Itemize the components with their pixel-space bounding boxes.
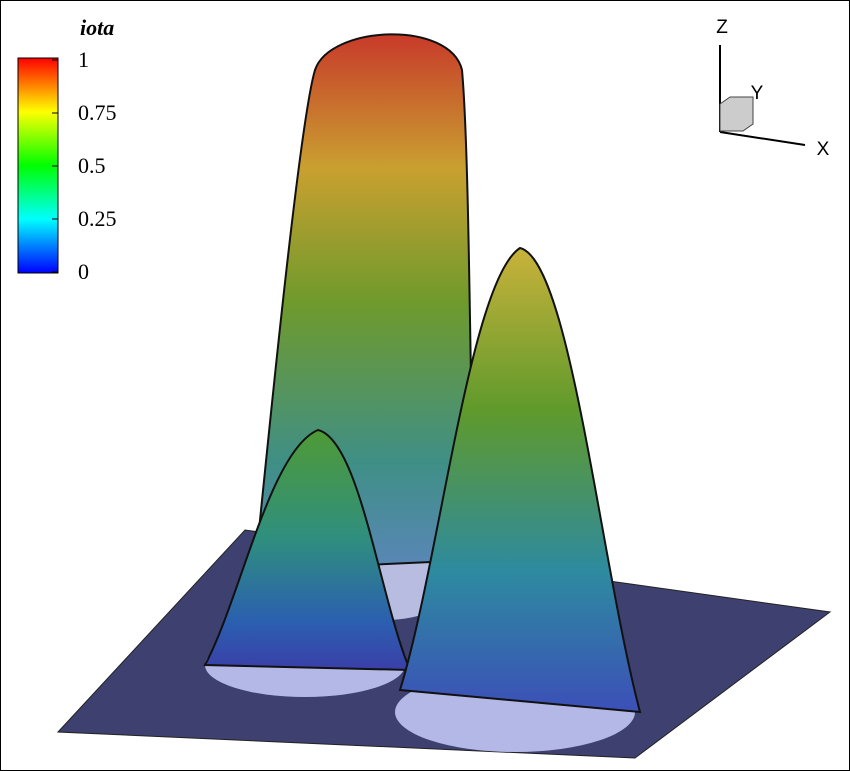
x-label: X (817, 139, 830, 160)
surface (56, 33, 832, 759)
z-label: Z (716, 17, 728, 38)
colorbar-tick-label: 0 (78, 259, 89, 284)
colorbar-tick-label: 0.5 (78, 153, 106, 178)
cube (719, 96, 754, 132)
axis-triad: Z Y X (716, 17, 829, 160)
right-peak (398, 246, 642, 714)
x-axis (719, 131, 806, 146)
colorbar-tick-label: 1 (78, 47, 89, 72)
colorbar-title: iota (80, 15, 114, 40)
colorbar-tick-label: 0.25 (78, 206, 117, 231)
left-peak (203, 428, 412, 672)
y-label: Y (751, 83, 764, 104)
colorbar-tick-label: 0.75 (78, 100, 117, 125)
